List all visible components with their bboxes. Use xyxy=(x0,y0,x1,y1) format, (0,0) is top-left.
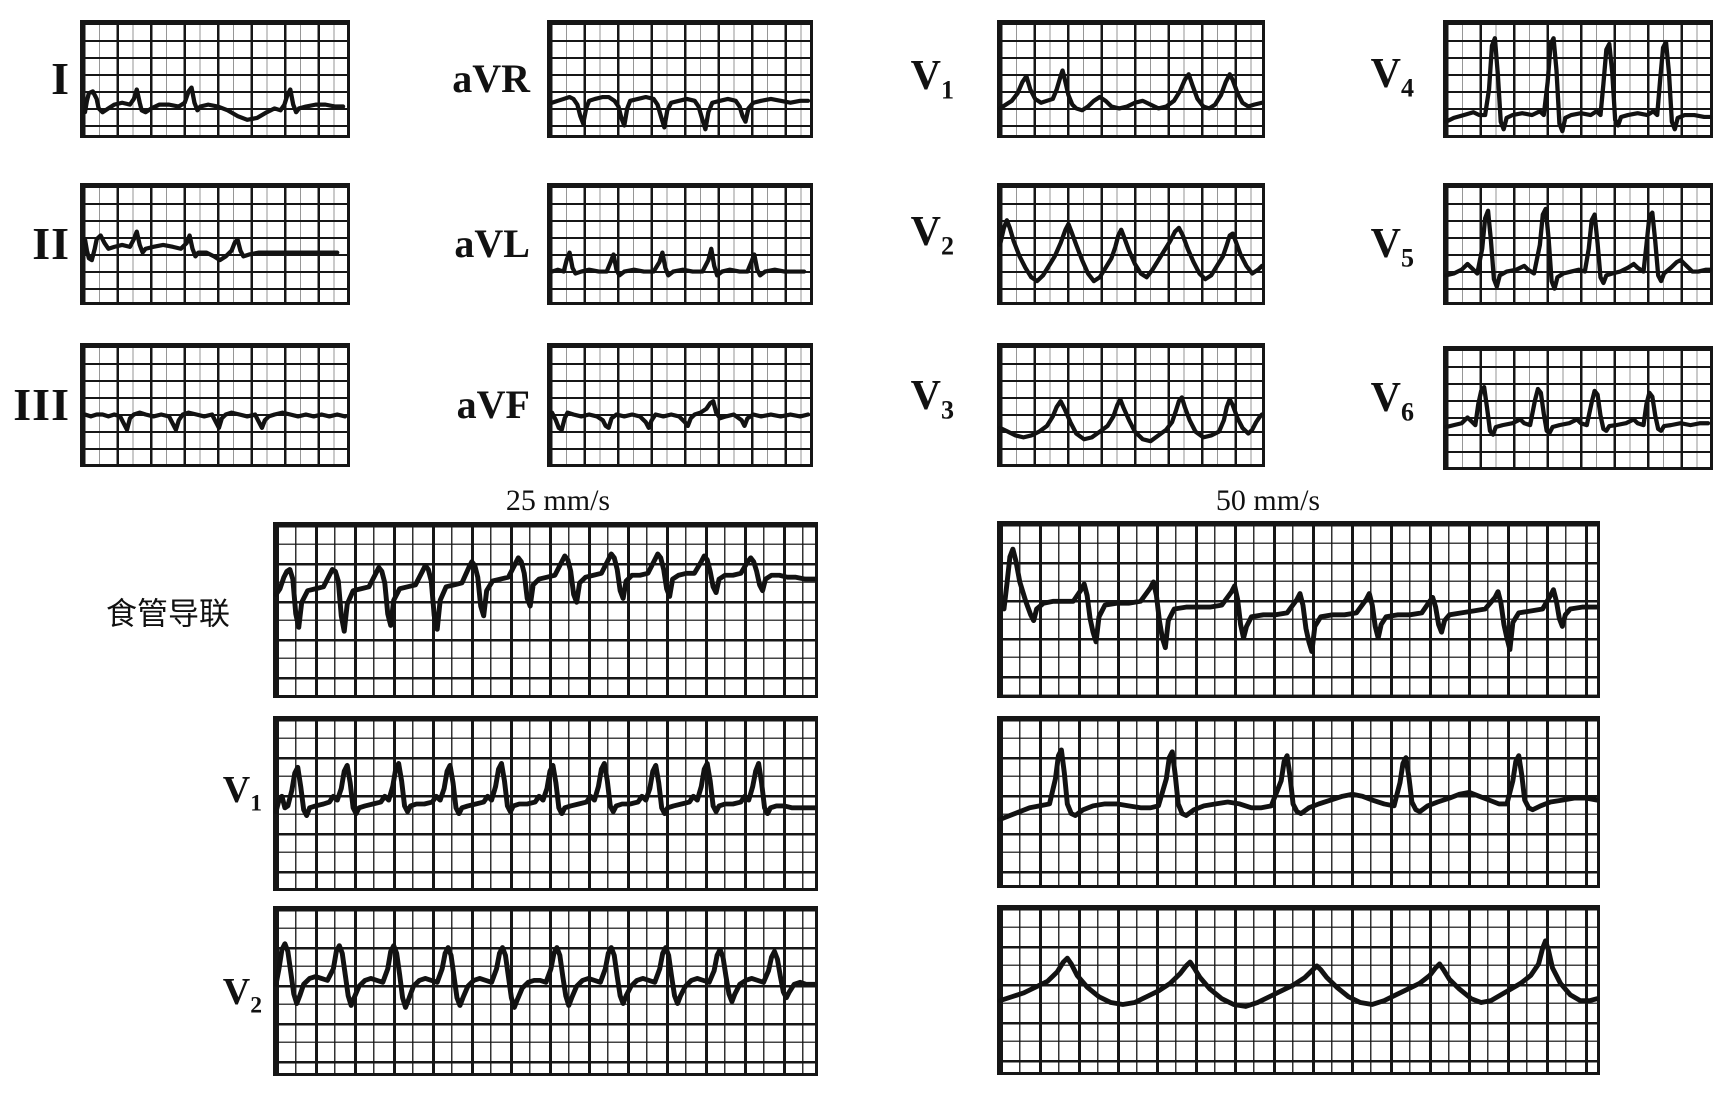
waveform-lead-aVF xyxy=(549,399,811,432)
waveform-lead-V2 xyxy=(997,218,1265,284)
waveform-lead-V4 xyxy=(1443,36,1713,134)
ecg-strip-lead-V5 xyxy=(1443,183,1713,305)
paper-speed-label-50: 50 mm/s xyxy=(1215,484,1321,517)
waveform-esophageal-25mms xyxy=(273,551,818,634)
lead-label-aVF: aVF xyxy=(456,382,530,427)
lead-label-V1-rhythm: V1 xyxy=(222,769,262,817)
ecg-strip-lead-aVR xyxy=(547,20,813,138)
lead-label-V2: V2 xyxy=(910,209,954,261)
lead-label-aVL: aVL xyxy=(454,221,530,266)
ecg-strip-lead-aVF xyxy=(547,343,813,467)
ecg-strip-lead-V3 xyxy=(997,343,1265,467)
waveform-lead-aVR xyxy=(549,94,811,132)
waveform-V1-50mms xyxy=(997,747,1600,822)
lead-label-II: II xyxy=(32,218,70,269)
lead-label-V6: V6 xyxy=(1370,375,1414,427)
ecg-strip-lead-aVL xyxy=(547,183,813,305)
waveform-esophageal-50mms xyxy=(1001,546,1600,654)
ecg-strip-lead-V1 xyxy=(997,20,1265,138)
waveform-lead-III xyxy=(82,410,348,432)
lead-label-V3: V3 xyxy=(910,373,954,425)
waveform-lead-V6 xyxy=(1443,384,1711,437)
ecg-strip-lead-V4 xyxy=(1443,20,1713,138)
lead-label-esophageal: 食管导联 xyxy=(106,596,230,633)
lead-label-III: III xyxy=(13,379,70,430)
waveform-lead-II xyxy=(82,229,340,263)
lead-label-V1: V1 xyxy=(910,53,954,105)
lead-label-aVR: aVR xyxy=(452,56,530,101)
ecg-strip-lead-I xyxy=(80,20,350,138)
ecg-strip-lead-III xyxy=(80,343,350,467)
lead-label-V2-rhythm: V2 xyxy=(222,971,262,1019)
waveform-V1-25mms xyxy=(273,761,818,818)
ecg-strip-lead-V2 xyxy=(997,183,1265,305)
ecg-strip-V2-50mms xyxy=(997,905,1600,1075)
ecg-strip-V2-25mms xyxy=(273,906,818,1076)
lead-label-I: I xyxy=(51,53,70,104)
waveform-lead-aVL xyxy=(549,246,807,278)
waveform-V2-25mms xyxy=(273,941,818,1010)
lead-label-V4: V4 xyxy=(1370,51,1414,103)
ecg-strip-V1-50mms xyxy=(997,716,1600,888)
ecg-strip-esophageal-50mms xyxy=(997,521,1600,698)
ecg-strip-V1-25mms xyxy=(273,716,818,891)
waveform-lead-V1 xyxy=(997,68,1265,113)
waveform-V2-50mms xyxy=(997,938,1600,1009)
ecg-strip-lead-V6 xyxy=(1443,346,1713,470)
waveform-lead-V3 xyxy=(997,395,1265,444)
waveform-lead-V5 xyxy=(1443,206,1713,291)
waveform-lead-I xyxy=(82,85,346,122)
ecg-strip-lead-II xyxy=(80,183,350,305)
paper-speed-label-25: 25 mm/s xyxy=(505,484,611,517)
ecg-strip-esophageal-25mms xyxy=(273,522,818,698)
lead-label-V5: V5 xyxy=(1370,221,1414,273)
